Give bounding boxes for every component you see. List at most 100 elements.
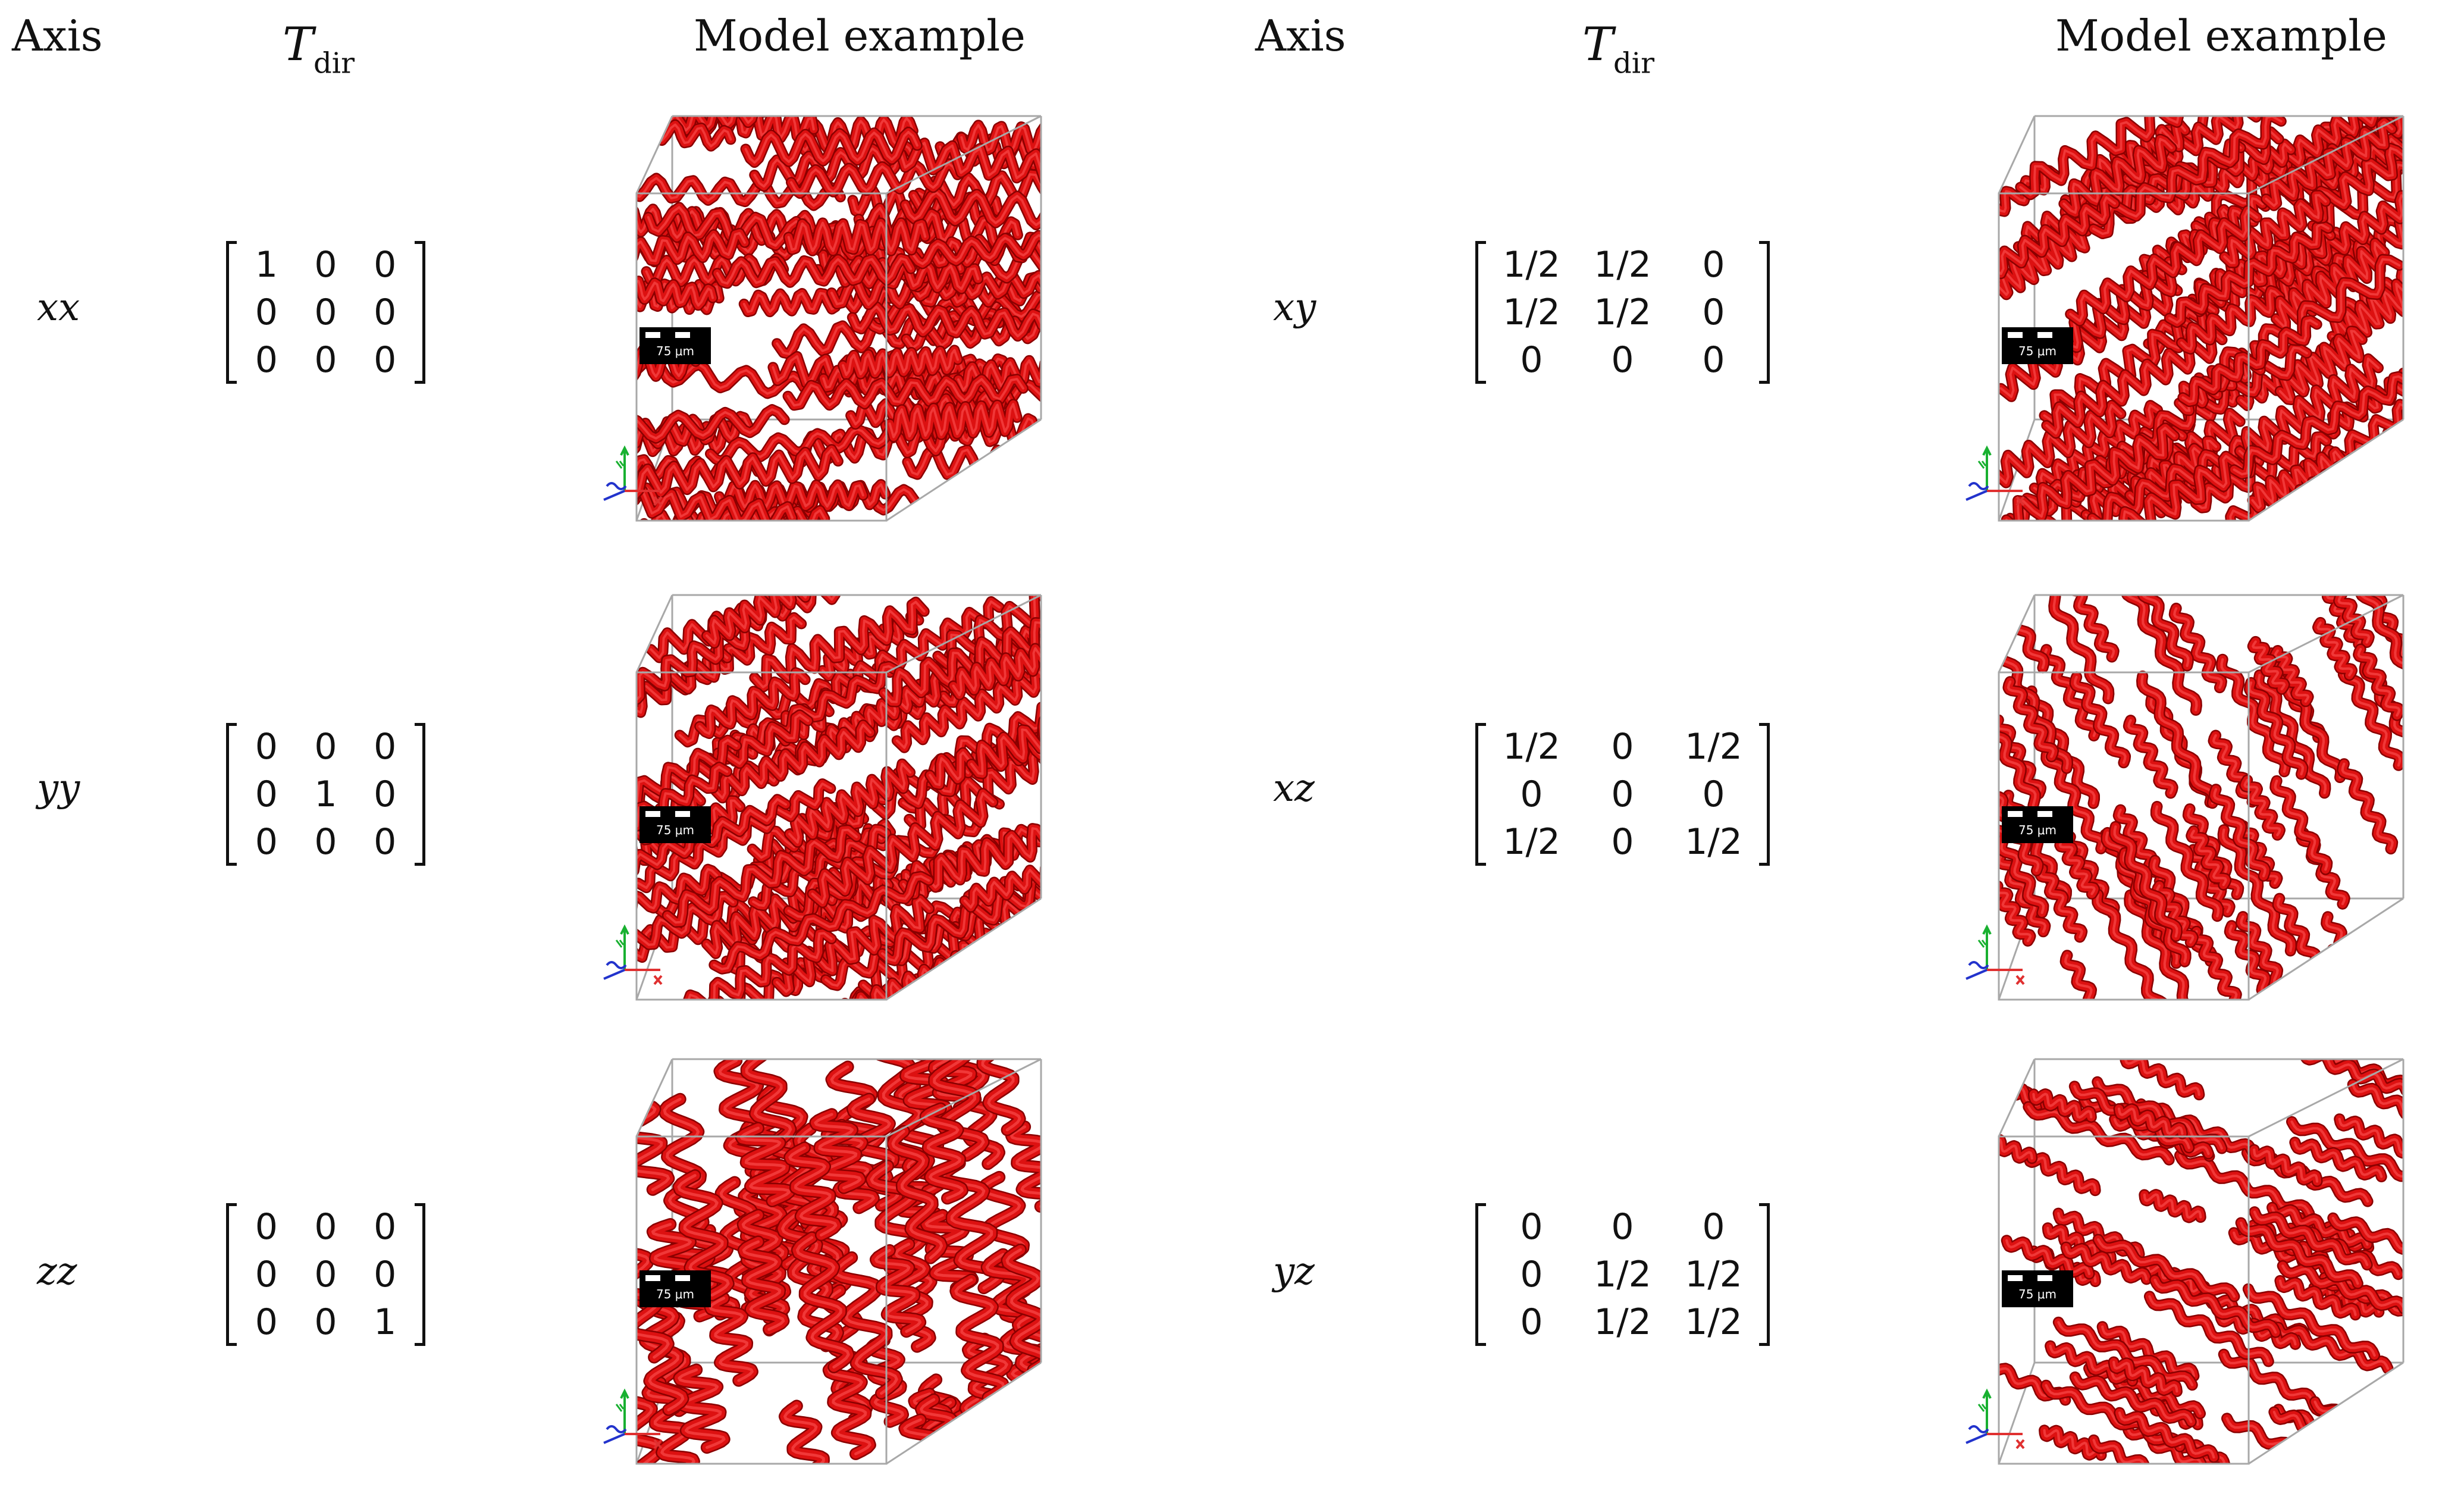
fiber (2186, 825, 2232, 891)
matrix-cell: 0 (1520, 1301, 1543, 1343)
matrix-cell: 0 (1611, 339, 1634, 381)
fiber (772, 894, 935, 997)
fiber (658, 1092, 710, 1239)
matrix-cell: 1 (314, 774, 337, 815)
axis-label-zz: zz (37, 1250, 77, 1294)
cube-front-edges (635, 594, 1042, 1001)
matrix-cell: 0 (314, 1301, 337, 1343)
fiber (1999, 164, 2060, 239)
matrix-bracket-right (1759, 1203, 1770, 1346)
header-model-example-right: Model example (2055, 11, 2387, 61)
fiber (2088, 1434, 2202, 1464)
fiber (895, 1059, 953, 1123)
matrix-cell: 1/2 (1594, 292, 1651, 333)
fiber (778, 1399, 838, 1464)
matrix-bracket-left (226, 1203, 237, 1346)
fiber (2321, 911, 2384, 1000)
fiber (2216, 653, 2291, 778)
matrix-cell: 0 (374, 726, 397, 768)
fiber (913, 925, 1041, 1000)
fiber (637, 404, 790, 450)
fiber (2092, 1233, 2240, 1303)
matrix-cell: 0 (255, 1301, 278, 1343)
cube-front-edges (1998, 1058, 2405, 1465)
header-axis-right: Axis (1255, 11, 1346, 61)
matrix-cell: 1/2 (1503, 726, 1560, 768)
fiber (670, 928, 837, 1000)
matrix-cell: 1 (255, 244, 278, 286)
fiber (2039, 644, 2101, 742)
fiber (2143, 1291, 2274, 1367)
fiber (956, 120, 1041, 159)
fiber (2109, 821, 2183, 942)
matrix-bracket-left (226, 723, 237, 866)
fiber (2114, 1407, 2220, 1463)
fiber (2324, 595, 2375, 648)
fiber (2060, 1241, 2152, 1285)
fiber (2248, 1144, 2323, 1187)
fiber (2249, 116, 2403, 189)
fiber (637, 1226, 675, 1364)
matrix-cell: 0 (1520, 339, 1543, 381)
fiber (2297, 1059, 2403, 1097)
matrix-cell: 0 (1611, 774, 1634, 815)
fiber (637, 734, 742, 851)
fiber (2305, 116, 2403, 224)
fiber (2312, 616, 2358, 681)
fiber (838, 345, 963, 380)
fiber (2088, 116, 2287, 239)
fiber (2269, 775, 2333, 875)
fiber (908, 161, 1041, 212)
fiber (2244, 677, 2309, 780)
matrix-bracket-right (415, 723, 425, 866)
fiber (740, 126, 923, 168)
matrix-cell: 0 (1702, 1206, 1725, 1248)
fiber (2266, 1201, 2373, 1251)
fiber (909, 268, 1041, 302)
fiber (2217, 824, 2297, 957)
fiber (809, 1108, 867, 1194)
matrix-cell: 0 (255, 726, 278, 768)
matrix-cells: 1/2 0 1/2 0 0 0 1/2 0 1/2 (1486, 723, 1759, 866)
scale-bar: 75 μm (2002, 1270, 2073, 1307)
matrix-cell: 0 (314, 726, 337, 768)
fiber (2208, 729, 2261, 808)
fiber (637, 794, 792, 903)
fiber (898, 1413, 954, 1464)
axis-triad-icon (1965, 924, 2025, 985)
fiber (782, 374, 1029, 411)
fiber (941, 503, 1041, 521)
fiber (2289, 1136, 2387, 1182)
fiber (2274, 325, 2368, 405)
fiber (711, 253, 917, 289)
fiber (2318, 432, 2403, 503)
cube-front-edges (635, 1058, 1042, 1465)
matrix-cell: 1/2 (1685, 821, 1742, 863)
fiber (2190, 431, 2333, 514)
fiber (2150, 801, 2224, 922)
axis-label-xx: xx (37, 286, 80, 330)
fiber (2235, 1217, 2363, 1289)
fiber (877, 873, 1041, 966)
matrix-bracket-right (415, 1203, 425, 1346)
scale-bar: 75 μm (639, 327, 711, 364)
fiber (637, 411, 754, 452)
scale-bar: 75 μm (639, 806, 711, 843)
matrix-bracket-right (1759, 723, 1770, 866)
fiber (2001, 1235, 2095, 1280)
axis-label-yz: yz (1273, 1250, 1315, 1294)
matrix-cell: 0 (1520, 774, 1543, 815)
fiber (2023, 1101, 2175, 1166)
matrix-bracket-right (1759, 241, 1770, 384)
tdir-symbol: T (1582, 18, 1614, 71)
fiber (701, 595, 834, 649)
fiber (2337, 758, 2399, 854)
axis-triad-icon (603, 924, 663, 985)
fiber (949, 1273, 1010, 1404)
fiber (920, 1208, 979, 1295)
matrix-cell: 1/2 (1594, 1254, 1651, 1295)
fiber (830, 1251, 903, 1400)
fiber (908, 227, 1041, 270)
fiber (2001, 422, 2180, 521)
